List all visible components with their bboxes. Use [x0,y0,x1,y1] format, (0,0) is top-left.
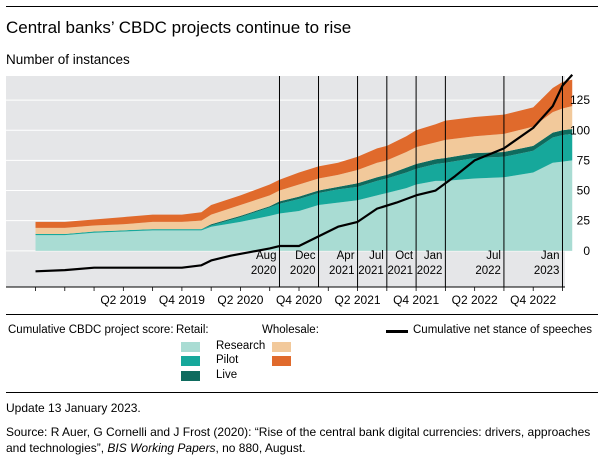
legend-swatch-pilot [181,356,200,366]
legend-swatch-wholesale-1 [272,342,291,352]
y-tick-50: 50 [577,184,591,198]
x-tick-label-6: Q2 2022 [452,293,498,307]
x-tick-label-4: Q2 2021 [335,293,381,307]
event-label-bottom-3: 2021 [358,265,384,277]
update-note: Update 13 January 2023. [6,401,141,415]
legend-swatch-speeches [386,330,408,333]
x-tick-label-5: Q4 2021 [393,293,439,307]
area-research [35,160,573,251]
legend-swatch-live [181,371,200,381]
speeches-line [35,74,574,273]
x-tick-label-3: Q4 2020 [276,293,322,307]
event-label-top-3: Jul [369,250,384,262]
chart-area: Aug2020Dec2020Apr2021Jul2021Oct2021Jan20… [6,74,591,307]
legend-swatch-wholesale-2 [272,356,291,366]
event-label-bottom-1: 2020 [290,265,316,277]
chart-subtitle: Number of instances [6,52,130,67]
x-tick-label-7: Q4 2022 [510,293,556,307]
y-tick-100: 100 [570,123,590,137]
y-tick-25: 25 [577,214,591,228]
event-label-bottom-4: 2021 [388,265,414,277]
event-label-bottom-7: 2023 [534,265,560,277]
y-tick-75: 75 [577,153,591,167]
legend-pilot: Pilot [216,354,239,366]
chart-title: Central banks’ CBDC projects continue to… [6,18,352,37]
source-text-end: , no 880, August. [215,441,306,455]
x-tick-label-0: Q2 2019 [100,293,146,307]
legend-live: Live [216,369,238,381]
y-tick-125: 125 [570,93,590,107]
x-tick-label-1: Q4 2019 [159,293,205,307]
event-label-top-7: Jan [541,250,560,262]
event-label-bottom-0: 2020 [251,265,277,277]
legend-research: Research [216,340,266,352]
legend-score-label: Cumulative CBDC project score: [8,324,174,336]
legend-swatch-research [181,342,200,352]
event-label-bottom-6: 2022 [475,265,501,277]
legend-speeches: Cumulative net stance of speeches [413,324,592,336]
x-tick-label-2: Q2 2020 [217,293,263,307]
legend-wholesale-label: Wholesale: [262,324,319,336]
event-label-top-5: Jan [424,250,443,262]
source-note: Source: R Auer, G Cornelli and J Frost (… [6,424,596,456]
event-label-bottom-2: 2021 [329,265,355,277]
event-label-top-0: Aug [256,250,276,262]
legend-retail-label: Retail: [176,324,209,336]
source-text: Source: R Auer, G Cornelli and J Frost (… [6,425,591,455]
top-rule [6,6,598,7]
legend-bottom-rule [6,392,598,393]
y-tick-0: 0 [583,244,590,258]
event-label-bottom-5: 2022 [417,265,443,277]
source-publication: BIS Working Papers [107,441,216,455]
event-label-top-6: Jul [486,250,501,262]
event-label-top-4: Oct [395,250,414,262]
event-label-top-2: Apr [337,250,355,262]
legend-top-rule [6,314,598,315]
event-label-top-1: Dec [295,250,316,262]
